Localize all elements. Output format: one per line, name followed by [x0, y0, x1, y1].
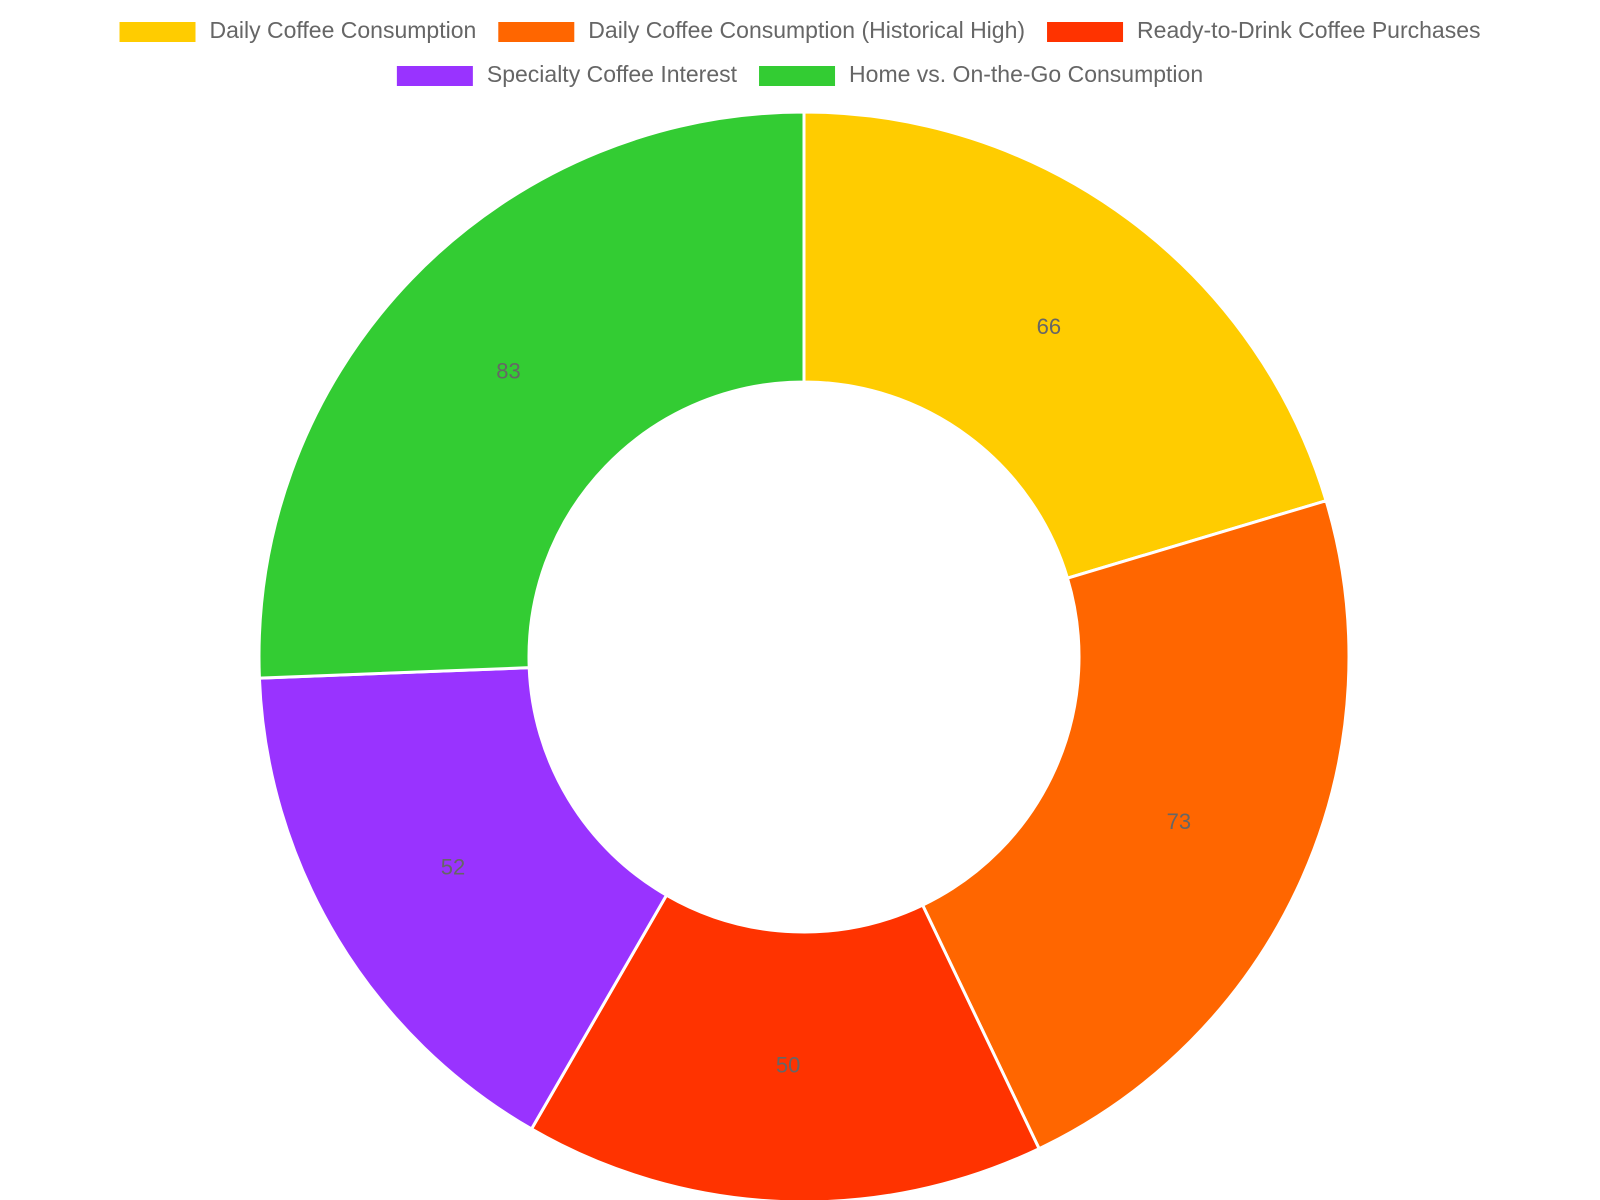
value-label: 83 — [496, 359, 520, 384]
legend-label: Daily Coffee Consumption (Historical Hig… — [588, 17, 1025, 43]
slice — [920, 498, 1351, 1151]
legend-label: Daily Coffee Consumption — [210, 17, 477, 43]
legend-swatch — [498, 22, 575, 42]
legend-label: Ready-to-Drink Coffee Purchases — [1137, 17, 1480, 43]
slice — [802, 110, 1328, 580]
legend-label: Specialty Coffee Interest — [487, 61, 738, 87]
legend-item: Ready-to-Drink Coffee Purchases — [1047, 17, 1480, 43]
value-label: 73 — [1167, 809, 1191, 834]
legend-item: Daily Coffee Consumption — [119, 17, 477, 43]
legend-item: Home vs. On-the-Go Consumption — [759, 61, 1203, 87]
legend-item: Specialty Coffee Interest — [396, 61, 738, 87]
legend-label: Home vs. On-the-Go Consumption — [849, 61, 1203, 87]
value-label: 66 — [1037, 314, 1061, 339]
legend-swatch — [1047, 22, 1124, 42]
value-label: 52 — [441, 855, 465, 880]
legend-swatch — [119, 22, 196, 42]
legend-item: Daily Coffee Consumption (Historical Hig… — [498, 17, 1025, 43]
slice — [257, 110, 806, 680]
legend-swatch — [759, 66, 836, 86]
slice — [257, 666, 669, 1132]
slice — [529, 893, 1042, 1200]
value-label: 50 — [776, 1053, 800, 1078]
legend-swatch — [396, 66, 473, 86]
